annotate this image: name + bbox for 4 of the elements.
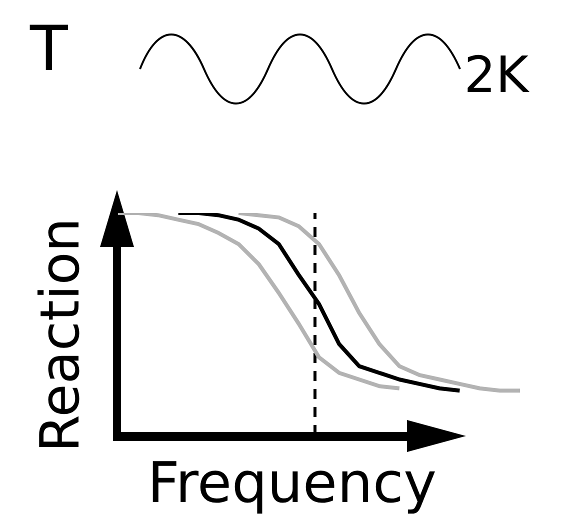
x-axis-title: Frequency — [147, 451, 437, 516]
text: 2K — [464, 46, 529, 104]
text: T — [30, 12, 68, 85]
y-axis-title: Reaction — [28, 218, 92, 452]
